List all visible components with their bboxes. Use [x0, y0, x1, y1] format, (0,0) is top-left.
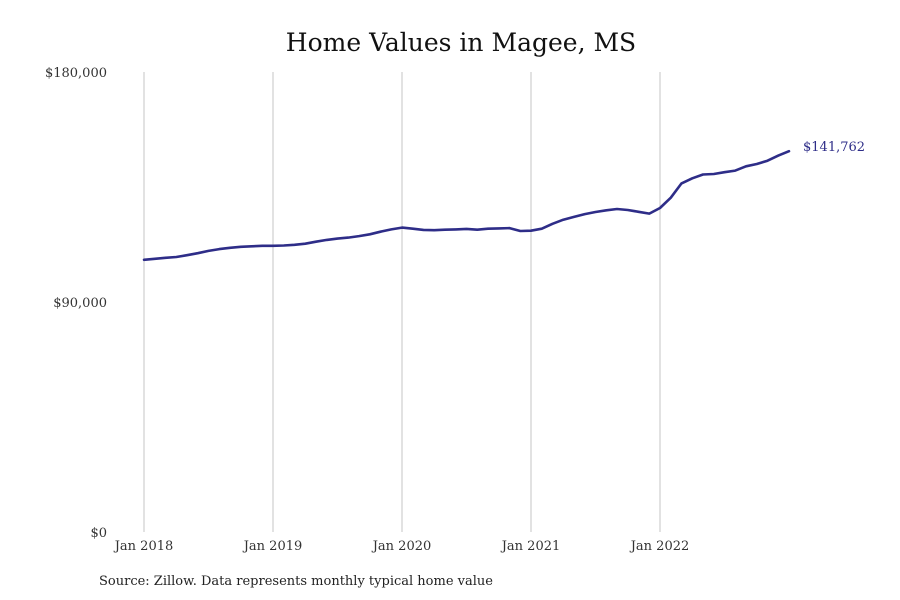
x-tick-label: Jan 2021 [500, 539, 561, 554]
series-line-home-value [142, 149, 791, 262]
x-tick-label: Jan 2020 [371, 539, 432, 554]
last-value-label: $141,762 [803, 140, 865, 155]
y-tick-label: $0 [90, 526, 107, 541]
x-tick-label: Jan 2019 [242, 539, 303, 554]
source-note: Source: Zillow. Data represents monthly … [99, 574, 493, 589]
chart-title: Home Values in Magee, MS [286, 28, 636, 57]
y-tick-label: $180,000 [45, 66, 107, 81]
x-tick-label: Jan 2022 [629, 539, 690, 554]
x-gridlines [143, 72, 661, 532]
y-axis-ticks: $0 $90,000 $180,000 [45, 66, 107, 541]
y-tick-label: $90,000 [53, 296, 107, 311]
x-axis-ticks: Jan 2018 Jan 2019 Jan 2020 Jan 2021 Jan 2022 [113, 539, 690, 554]
x-tick-label: Jan 2018 [113, 539, 174, 554]
